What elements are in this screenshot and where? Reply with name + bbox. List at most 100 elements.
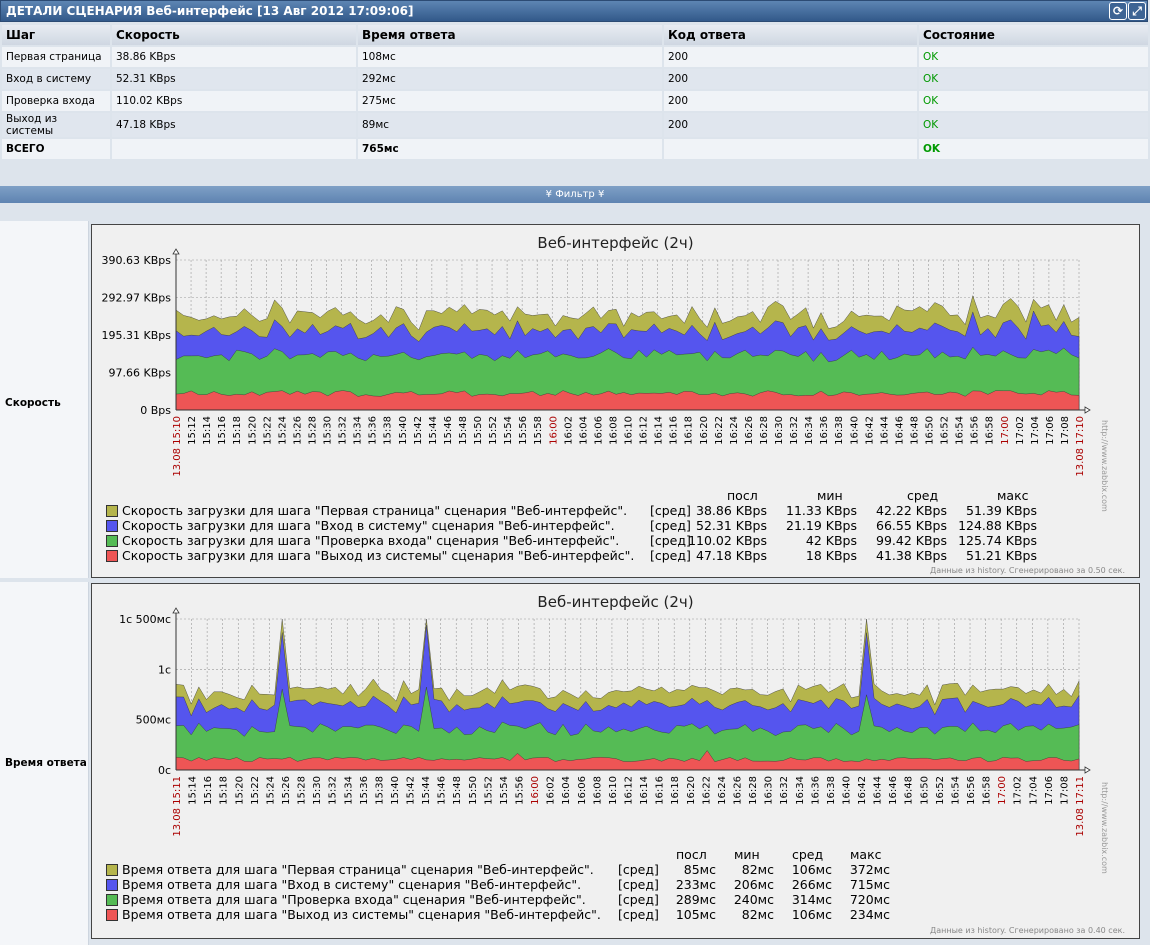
x-tick-label: 15:40 xyxy=(390,776,401,805)
legend-value: 42 KBps xyxy=(805,533,857,548)
col-step[interactable]: Шаг xyxy=(2,25,110,45)
legend-value: 715мс xyxy=(849,877,890,892)
x-tick-label: 16:46 xyxy=(894,416,905,445)
legend-item-name: Скорость загрузки для шага "Вход в систе… xyxy=(122,518,615,533)
x-tick-label: 15:16 xyxy=(217,416,228,445)
legend-value: 372мс xyxy=(849,862,890,877)
x-tick-label: 16:32 xyxy=(789,416,800,445)
x-tick-label: 16:52 xyxy=(940,416,951,445)
cell-speed: 110.02 KBps xyxy=(112,91,356,111)
refresh-icon[interactable]: ⟳ xyxy=(1109,2,1127,20)
cell-total-speed xyxy=(112,139,356,159)
legend-item-fn: [сред] xyxy=(650,548,691,563)
x-tick-label: 15:16 xyxy=(203,776,214,805)
x-tick-label: 16:48 xyxy=(909,416,920,445)
x-tick-label: 15:30 xyxy=(323,416,334,445)
area-logout xyxy=(175,390,1080,411)
x-tick-label: 17:08 xyxy=(1059,776,1070,805)
x-tick-label: 16:40 xyxy=(849,416,860,445)
col-response-code[interactable]: Код ответа xyxy=(664,25,917,45)
legend-value: 125.74 KBps xyxy=(958,533,1037,548)
legend-item-fn: [сред] xyxy=(618,892,659,907)
x-tick-label: 15:22 xyxy=(262,416,273,445)
legend-value: 85мс xyxy=(683,862,716,877)
x-tick-label: 16:10 xyxy=(624,416,635,445)
legend-value: 99.42 KBps xyxy=(876,533,947,548)
x-tick-label: 16:32 xyxy=(779,776,790,805)
x-tick-label: 15:44 xyxy=(428,416,439,445)
row-label-speed: Скорость xyxy=(0,221,89,578)
col-status[interactable]: Состояние xyxy=(919,25,1148,45)
legend-item-fn: [сред] xyxy=(618,877,659,892)
x-tick-label: 15:42 xyxy=(406,776,417,805)
cell-time: 275мс xyxy=(358,91,662,111)
x-tick-label: 15:50 xyxy=(473,416,484,445)
legend-value: 38.86 KBps xyxy=(696,503,767,518)
legend-value: 82мс xyxy=(741,862,774,877)
filter-toggle[interactable]: ¥ Фильтр ¥ xyxy=(0,186,1150,203)
x-tick-label: 15:24 xyxy=(265,776,276,805)
cell-time: 292мс xyxy=(358,69,662,89)
cell-total-code xyxy=(664,139,917,159)
filter-label: Фильтр xyxy=(555,189,595,200)
fullscreen-icon[interactable]: ⤢ xyxy=(1128,2,1146,20)
cell-code: 200 xyxy=(664,47,917,67)
legend-item-fn: [сред] xyxy=(618,907,659,922)
legend-value: 314мс xyxy=(791,892,832,907)
graph-legend: посл мин сред макс Время ответа для шага "Пе… xyxy=(92,847,1139,927)
legend-item-fn: [сред] xyxy=(650,503,691,518)
cell-speed: 52.31 KBps xyxy=(112,69,356,89)
x-tick-label: 16:04 xyxy=(578,416,589,445)
cell-step: Первая страница xyxy=(2,47,110,67)
cell-total-label: ВСЕГО xyxy=(2,139,110,159)
y-axis-arrow xyxy=(172,607,180,614)
x-tick-label: 16:42 xyxy=(864,416,875,445)
x-tick-label: 15:20 xyxy=(234,776,245,805)
x-tick-label: 15:12 xyxy=(187,416,198,445)
legend-swatch xyxy=(106,894,118,906)
legend-value: 110.02 KBps xyxy=(688,533,767,548)
x-tick-label: 16:12 xyxy=(639,416,650,445)
x-tick-label: 16:56 xyxy=(970,416,981,445)
x-tick-label: 16:16 xyxy=(655,776,666,805)
cell-step: Вход в систему xyxy=(2,69,110,89)
x-tick-label: 16:28 xyxy=(748,776,759,805)
col-speed[interactable]: Скорость xyxy=(112,25,356,45)
legend-value: 18 KBps xyxy=(805,548,857,563)
legend-item-fn: [сред] xyxy=(650,533,691,548)
row-label-text: Скорость xyxy=(5,397,61,409)
table-row: Вход в систему 52.31 KBps 292мс 200 OK xyxy=(2,69,1148,89)
table-row: Первая страница 38.86 KBps 108мс 200 OK xyxy=(2,47,1148,67)
legend-value: 234мс xyxy=(849,907,890,922)
x-tick-label: 15:26 xyxy=(281,776,292,805)
x-tick-label: 16:00 xyxy=(530,776,541,805)
x-tick-label: 17:00 xyxy=(1000,416,1011,445)
x-tick-label: 16:02 xyxy=(563,416,574,445)
legend-value: 66.55 KBps xyxy=(876,518,947,533)
x-tick-label: 15:46 xyxy=(443,416,454,445)
cell-time: 89мс xyxy=(358,113,662,137)
col-response-time[interactable]: Время ответа xyxy=(358,25,662,45)
x-tick-label: 16:24 xyxy=(729,416,740,445)
x-tick-label: 16:38 xyxy=(834,416,845,445)
x-tick-label: 15:34 xyxy=(353,416,364,445)
x-tick-label: 16:44 xyxy=(873,776,884,805)
x-tick-label: 16:54 xyxy=(950,776,961,805)
x-tick-label: 16:46 xyxy=(888,776,899,805)
x-tick-label: 17:00 xyxy=(997,776,1008,805)
x-tick-label: 15:20 xyxy=(247,416,258,445)
x-axis-arrow xyxy=(1084,766,1091,774)
graph-footer: Данные из history. Сгенерировано за 0.40… xyxy=(930,926,1125,935)
y-tick-label: 1с 500мс xyxy=(119,613,171,626)
x-tick-label: 16:58 xyxy=(985,416,996,445)
x-tick-label: 16:26 xyxy=(744,416,755,445)
x-tick-label: 15:44 xyxy=(421,776,432,805)
chevron-down-icon: ¥ xyxy=(545,189,553,200)
x-start-label: 13.08 15:11 xyxy=(172,776,183,837)
x-tick-label: 17:06 xyxy=(1045,416,1056,445)
x-tick-label: 16:08 xyxy=(608,416,619,445)
legend-item-fn: [сред] xyxy=(618,862,659,877)
x-tick-label: 16:30 xyxy=(764,776,775,805)
legend-header: посл xyxy=(676,847,707,862)
